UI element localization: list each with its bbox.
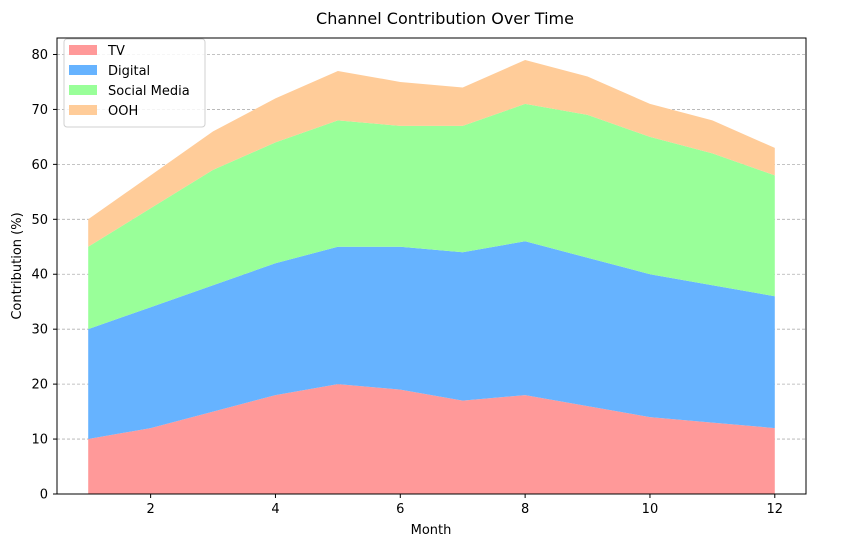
y-tick-label-60: 60	[31, 158, 48, 173]
chart-title: Channel Contribution Over Time	[316, 9, 574, 28]
area-series-digital	[88, 241, 775, 440]
y-tick-label-10: 10	[31, 433, 48, 448]
area-series-social-media	[88, 103, 775, 330]
legend-label-tv: TV	[107, 44, 125, 59]
legend-swatch-social-media	[69, 85, 97, 95]
legend-label-ooh: OOH	[108, 104, 138, 119]
x-tick-label-10: 10	[642, 502, 659, 517]
legend-frame	[63, 38, 206, 128]
area-series-group	[88, 59, 775, 494]
legend-swatch-digital	[69, 65, 97, 75]
plot-frame	[56, 37, 807, 495]
legend-label-digital: Digital	[108, 64, 150, 79]
x-tick-label-12: 12	[767, 502, 784, 517]
y-axis-label: Contribution (%)	[10, 212, 25, 319]
x-tick-label-8: 8	[521, 502, 529, 517]
legend-swatch-ooh	[69, 105, 97, 115]
y-tick-label-80: 80	[31, 48, 48, 63]
y-tick-label-50: 50	[31, 213, 48, 228]
y-tick-label-0: 0	[40, 488, 48, 503]
legend-label-social-media: Social Media	[108, 84, 190, 99]
x-tick-label-6: 6	[396, 502, 404, 517]
axis-ticks: 2 4 6 8 10 12 0 10 20 30 40 50 60 70 80	[31, 48, 783, 517]
y-tick-label-30: 30	[31, 323, 48, 338]
y-tick-label-20: 20	[31, 378, 48, 393]
legend: TV Digital Social Media OOH	[63, 38, 206, 128]
x-tick-label-2: 2	[146, 502, 154, 517]
y-tick-label-70: 70	[31, 103, 48, 118]
legend-swatch-tv	[69, 45, 97, 55]
x-tick-label-4: 4	[271, 502, 279, 517]
y-tick-label-40: 40	[31, 268, 48, 283]
area-series-ooh	[88, 59, 775, 247]
area-series-tv	[88, 384, 775, 494]
x-axis-label: Month	[411, 523, 452, 538]
